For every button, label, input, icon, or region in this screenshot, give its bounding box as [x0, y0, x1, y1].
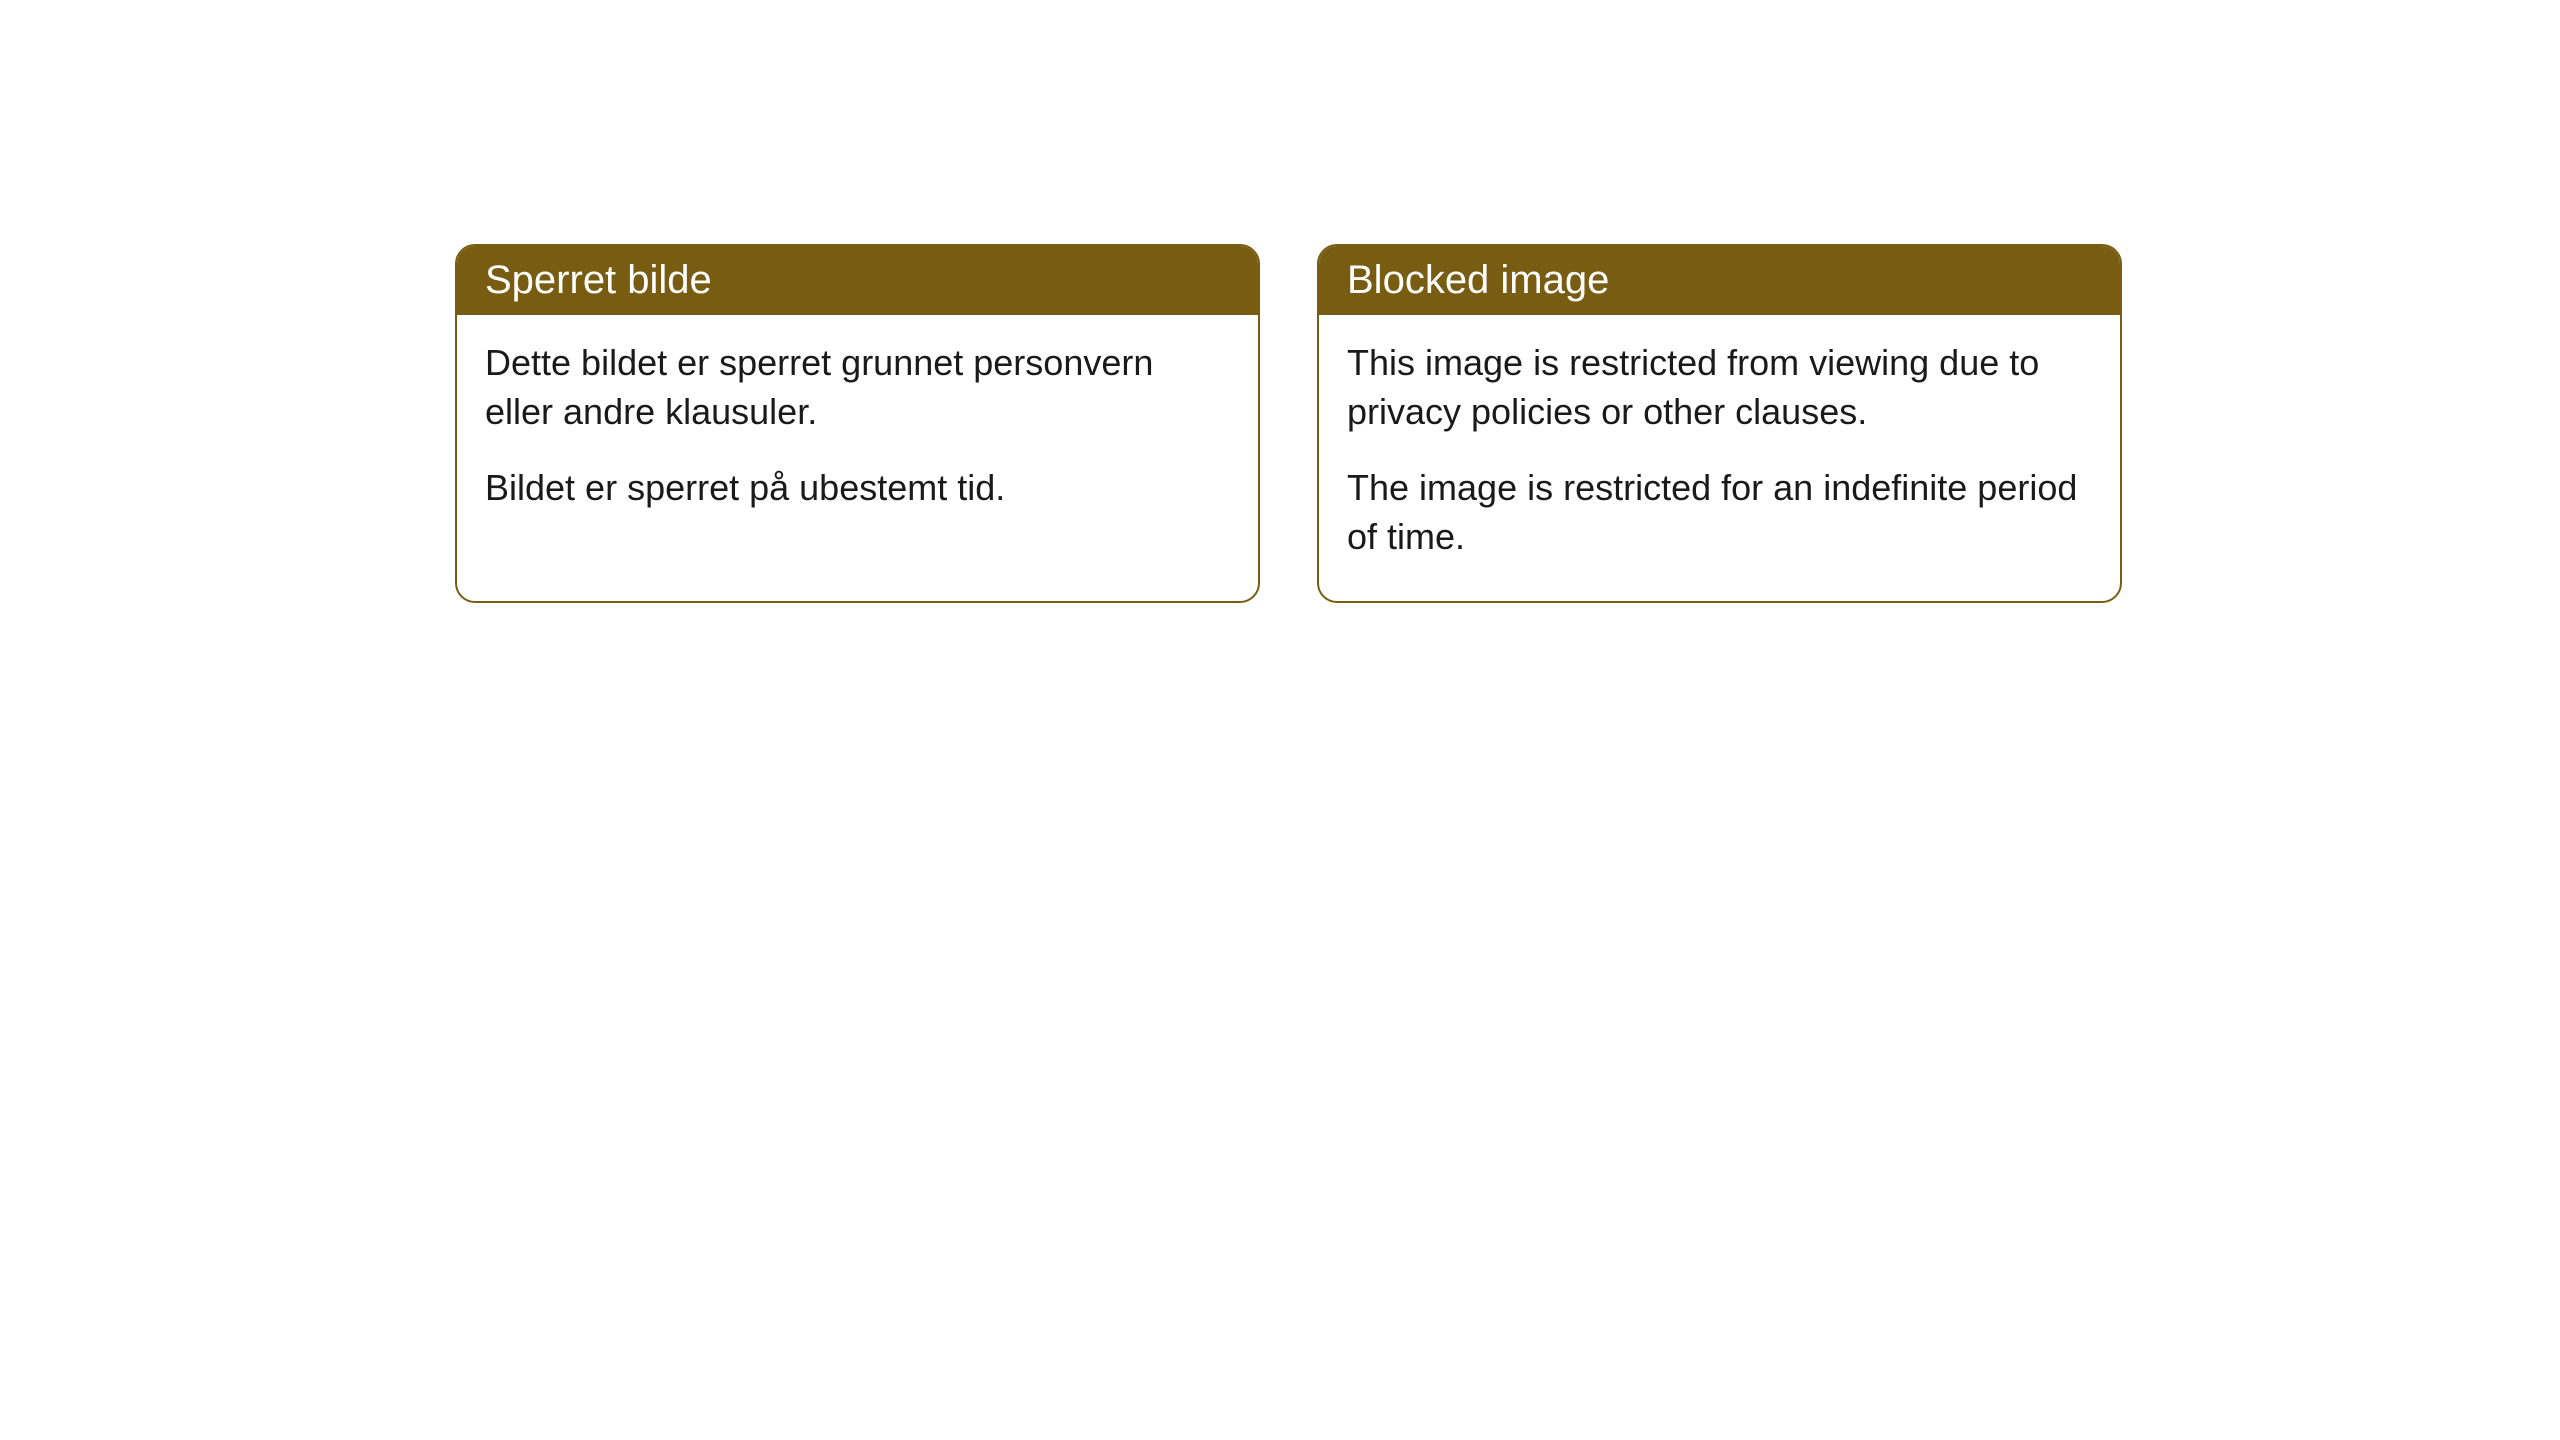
card-header-norwegian: Sperret bilde — [457, 246, 1258, 315]
card-title: Sperret bilde — [485, 258, 712, 302]
card-english: Blocked image This image is restricted f… — [1317, 244, 2122, 603]
cards-container: Sperret bilde Dette bildet er sperret gr… — [0, 0, 2560, 603]
card-paragraph-2: Bildet er sperret på ubestemt tid. — [485, 464, 1230, 513]
card-header-english: Blocked image — [1319, 246, 2120, 315]
card-paragraph-2: The image is restricted for an indefinit… — [1347, 464, 2092, 561]
card-title: Blocked image — [1347, 258, 1609, 302]
card-paragraph-1: Dette bildet er sperret grunnet personve… — [485, 339, 1230, 436]
card-paragraph-1: This image is restricted from viewing du… — [1347, 339, 2092, 436]
card-norwegian: Sperret bilde Dette bildet er sperret gr… — [455, 244, 1260, 603]
card-body-norwegian: Dette bildet er sperret grunnet personve… — [457, 315, 1258, 553]
card-body-english: This image is restricted from viewing du… — [1319, 315, 2120, 601]
